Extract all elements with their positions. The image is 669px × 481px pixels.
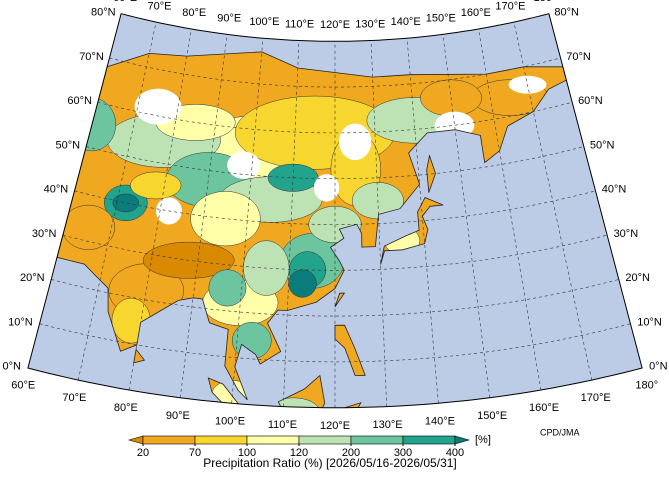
credit: CPD/JMA <box>540 427 580 437</box>
longitude-label: 120°E <box>320 19 350 31</box>
no-data-area <box>339 123 372 161</box>
colorbar-tick-label: 200 <box>342 447 360 459</box>
parallel <box>62 234 608 271</box>
longitude-label: 170°E <box>581 392 611 404</box>
precip-area <box>190 191 261 247</box>
latitude-label: 50°N <box>56 139 81 151</box>
parallel <box>97 101 573 134</box>
meridian <box>370 40 388 407</box>
longitude-label: 180° <box>635 380 658 392</box>
latitude-label: 80°N <box>554 7 579 19</box>
meridian <box>282 40 300 407</box>
longitude-label: 160°E <box>529 402 559 414</box>
longitude-label: 60°E <box>11 380 35 392</box>
latitude-label: 0°N <box>2 361 21 373</box>
latitude-label: 20°N <box>20 272 45 284</box>
longitude-label: 110°E <box>268 419 297 431</box>
no-data-area <box>227 151 261 179</box>
longitude-label: 70°E <box>62 392 86 404</box>
meridian <box>442 34 491 398</box>
colorbar-tick-label: 300 <box>394 447 412 459</box>
longitude-label: 80°E <box>114 402 138 414</box>
colorbar-segment <box>402 435 456 445</box>
meridian <box>231 38 264 404</box>
latitude-label: 70°N <box>566 51 591 63</box>
latitude-label: 80°N <box>91 7 116 19</box>
colorbar-extend-low <box>127 435 144 445</box>
latitude-label: 30°N <box>32 228 57 240</box>
colorbar-segment <box>246 435 300 445</box>
latitude-label: 20°N <box>625 272 650 284</box>
longitude-label: 90°E <box>217 12 241 24</box>
colorbar-tick-label: 400 <box>446 447 464 459</box>
colorbar-segment <box>194 435 248 445</box>
map-area <box>27 13 643 408</box>
latitude-label: 10°N <box>8 316 33 328</box>
precip-area <box>112 193 139 213</box>
longitude-label: 170°E <box>495 0 525 12</box>
longitude-label: 60°E <box>113 0 137 4</box>
latitude-label: 40°N <box>602 184 627 196</box>
colorbar-segment <box>350 435 404 445</box>
meridian <box>513 22 593 381</box>
precip-area <box>130 171 182 200</box>
coastline <box>56 51 567 408</box>
no-data-area <box>313 174 340 202</box>
meridian <box>406 38 439 404</box>
precip-area <box>208 269 247 307</box>
map-border <box>27 13 643 409</box>
meridian <box>128 28 192 391</box>
colorbar-tick-label: 20 <box>137 447 149 459</box>
longitude-label: 180° <box>533 0 556 4</box>
longitude-label: 160°E <box>461 7 491 19</box>
longitude-label: 130°E <box>372 419 402 431</box>
longitude-label: 150°E <box>426 12 456 24</box>
longitude-label: 140°E <box>425 415 455 427</box>
colorbar-tick-label: 100 <box>238 447 256 459</box>
parallel <box>109 57 561 88</box>
meridian <box>478 28 542 391</box>
meridian <box>179 34 228 398</box>
parallel <box>74 190 596 225</box>
latitude-label: 60°N <box>578 95 603 107</box>
precip-area <box>61 204 116 250</box>
longitude-label: 100°E <box>249 16 279 28</box>
no-data-area <box>134 88 182 125</box>
colorbar-extend-high <box>454 435 471 445</box>
longitude-label: 130°E <box>355 18 385 30</box>
latitude-label: 60°N <box>67 95 92 107</box>
longitude-label: 120°E <box>320 420 350 432</box>
latitude-label: 70°N <box>79 51 104 63</box>
colorbar-tick-label: 70 <box>189 447 201 459</box>
colorbar-tick-label: 120 <box>290 447 308 459</box>
longitude-label: 90°E <box>166 410 190 422</box>
colorbar-unit: [%] <box>475 434 491 446</box>
longitude-label: 110°E <box>285 18 314 30</box>
longitude-label: 80°E <box>182 7 206 19</box>
colorbar-segment <box>142 435 196 445</box>
latitude-label: 10°N <box>637 316 662 328</box>
latitude-label: 30°N <box>614 228 639 240</box>
caption: Precipitation Ratio (%) [2026/05/16-2026… <box>203 456 457 470</box>
longitude-label: 70°E <box>148 0 172 12</box>
colorbar-segment <box>298 435 352 445</box>
latitude-label: 50°N <box>590 139 615 151</box>
longitude-label: 140°E <box>391 16 421 28</box>
longitude-label: 100°E <box>215 415 245 427</box>
meridian <box>77 22 157 381</box>
longitude-label: 150°E <box>477 410 507 422</box>
latitude-label: 40°N <box>44 184 69 196</box>
latitude-label: 0°N <box>649 361 668 373</box>
precip-area <box>267 397 320 408</box>
precip-area <box>288 269 317 298</box>
